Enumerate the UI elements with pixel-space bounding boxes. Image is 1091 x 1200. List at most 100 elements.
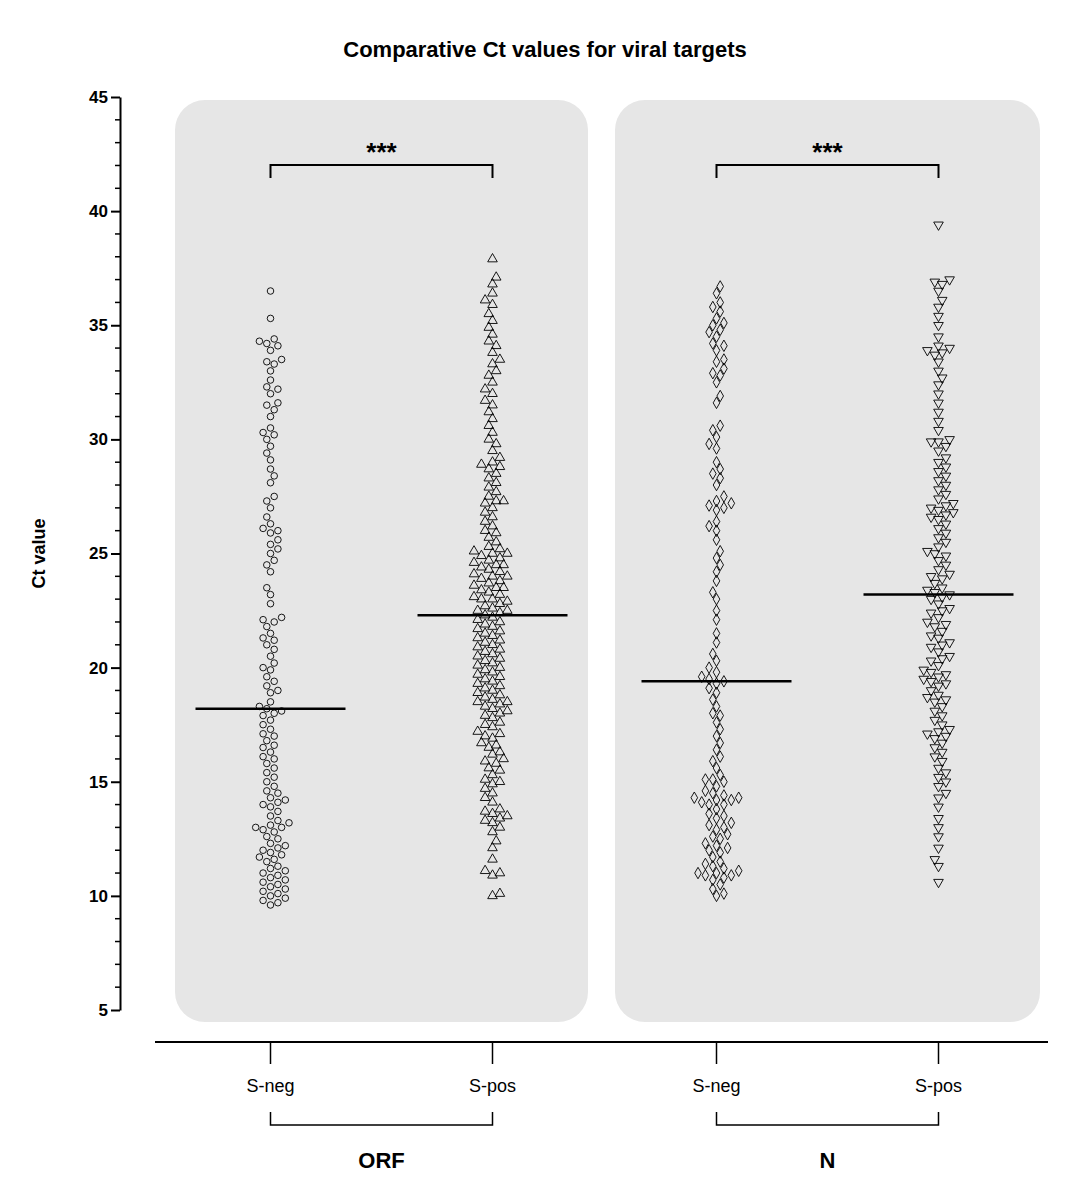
point: [275, 899, 282, 906]
y-tick-label: 30: [89, 430, 108, 449]
point: [267, 849, 274, 856]
point: [264, 778, 271, 785]
point: [706, 819, 713, 830]
y-tick: 15: [89, 773, 120, 792]
point: [267, 288, 274, 295]
point: [271, 783, 278, 790]
point: [721, 810, 728, 821]
point: [930, 279, 940, 287]
point: [941, 770, 951, 778]
point: [267, 479, 274, 486]
point: [934, 427, 944, 435]
point: [934, 469, 944, 477]
point: [271, 432, 278, 439]
point: [282, 886, 289, 893]
point: [945, 571, 955, 579]
y-minor-tick: [115, 393, 120, 395]
point: [267, 505, 274, 512]
point: [941, 681, 951, 689]
y-tick-mark: [111, 1010, 120, 1012]
point: [275, 546, 282, 553]
point: [941, 553, 951, 561]
point: [267, 591, 274, 598]
point: [934, 507, 944, 515]
chart: Comparative Ct values for viral targetsC…: [0, 0, 1091, 1200]
point: [267, 874, 274, 881]
point: [267, 794, 274, 801]
point: [713, 678, 720, 689]
point: [937, 297, 947, 305]
point: [260, 897, 267, 904]
point: [713, 495, 720, 506]
point: [941, 491, 951, 499]
point: [702, 858, 709, 869]
point: [934, 683, 944, 691]
point: [271, 678, 278, 685]
x-tick-mark: [938, 1042, 940, 1064]
y-minor-tick: [115, 986, 120, 988]
panel-backgrounds: [175, 100, 1040, 1022]
group-bracket: ORF: [271, 1112, 493, 1173]
y-tick-mark: [111, 97, 120, 99]
panel-background: [175, 100, 588, 1022]
point: [934, 322, 944, 330]
point: [275, 836, 282, 843]
point: [264, 858, 271, 865]
point: [941, 790, 951, 798]
point: [264, 450, 271, 457]
point: [934, 567, 944, 575]
y-minor-tick: [115, 530, 120, 532]
point: [271, 856, 278, 863]
point: [267, 893, 274, 900]
y-tick-mark: [111, 781, 120, 783]
point: [713, 824, 720, 835]
point: [469, 546, 479, 554]
point: [934, 222, 944, 230]
point: [260, 712, 267, 719]
point: [713, 516, 720, 527]
point: [275, 799, 282, 806]
point: [937, 281, 947, 289]
point: [271, 646, 278, 653]
point: [282, 877, 289, 884]
point: [260, 721, 267, 728]
point: [934, 526, 944, 534]
y-minor-tick: [115, 941, 120, 943]
x-axis-line: [155, 1041, 1048, 1043]
point: [717, 390, 724, 401]
point: [721, 790, 728, 801]
point: [278, 852, 285, 859]
point: [484, 308, 494, 316]
y-tick-label: 35: [89, 316, 108, 335]
point: [926, 679, 936, 687]
point: [926, 658, 936, 666]
point: [709, 301, 716, 312]
point: [934, 516, 944, 524]
point: [271, 361, 278, 368]
point: [717, 833, 724, 844]
y-minor-tick: [115, 347, 120, 349]
y-tick: 5: [99, 1001, 120, 1020]
point: [260, 753, 267, 760]
point: [267, 822, 274, 829]
point: [706, 799, 713, 810]
point: [934, 784, 944, 792]
point: [926, 610, 936, 618]
point: [926, 669, 936, 677]
point: [709, 367, 716, 378]
y-tick-label: 15: [89, 773, 108, 792]
point: [264, 562, 271, 569]
x-tick-label: S-neg: [246, 1076, 294, 1096]
point: [256, 854, 263, 861]
point: [945, 437, 955, 445]
point: [941, 455, 951, 463]
y-axis: 51015202530354045: [89, 88, 120, 1020]
point: [499, 495, 509, 503]
y-minor-tick: [115, 918, 120, 920]
point: [267, 541, 274, 548]
point: [713, 443, 720, 454]
point: [948, 501, 958, 509]
group-label: N: [820, 1148, 836, 1173]
point: [282, 895, 289, 902]
point: [695, 867, 702, 878]
